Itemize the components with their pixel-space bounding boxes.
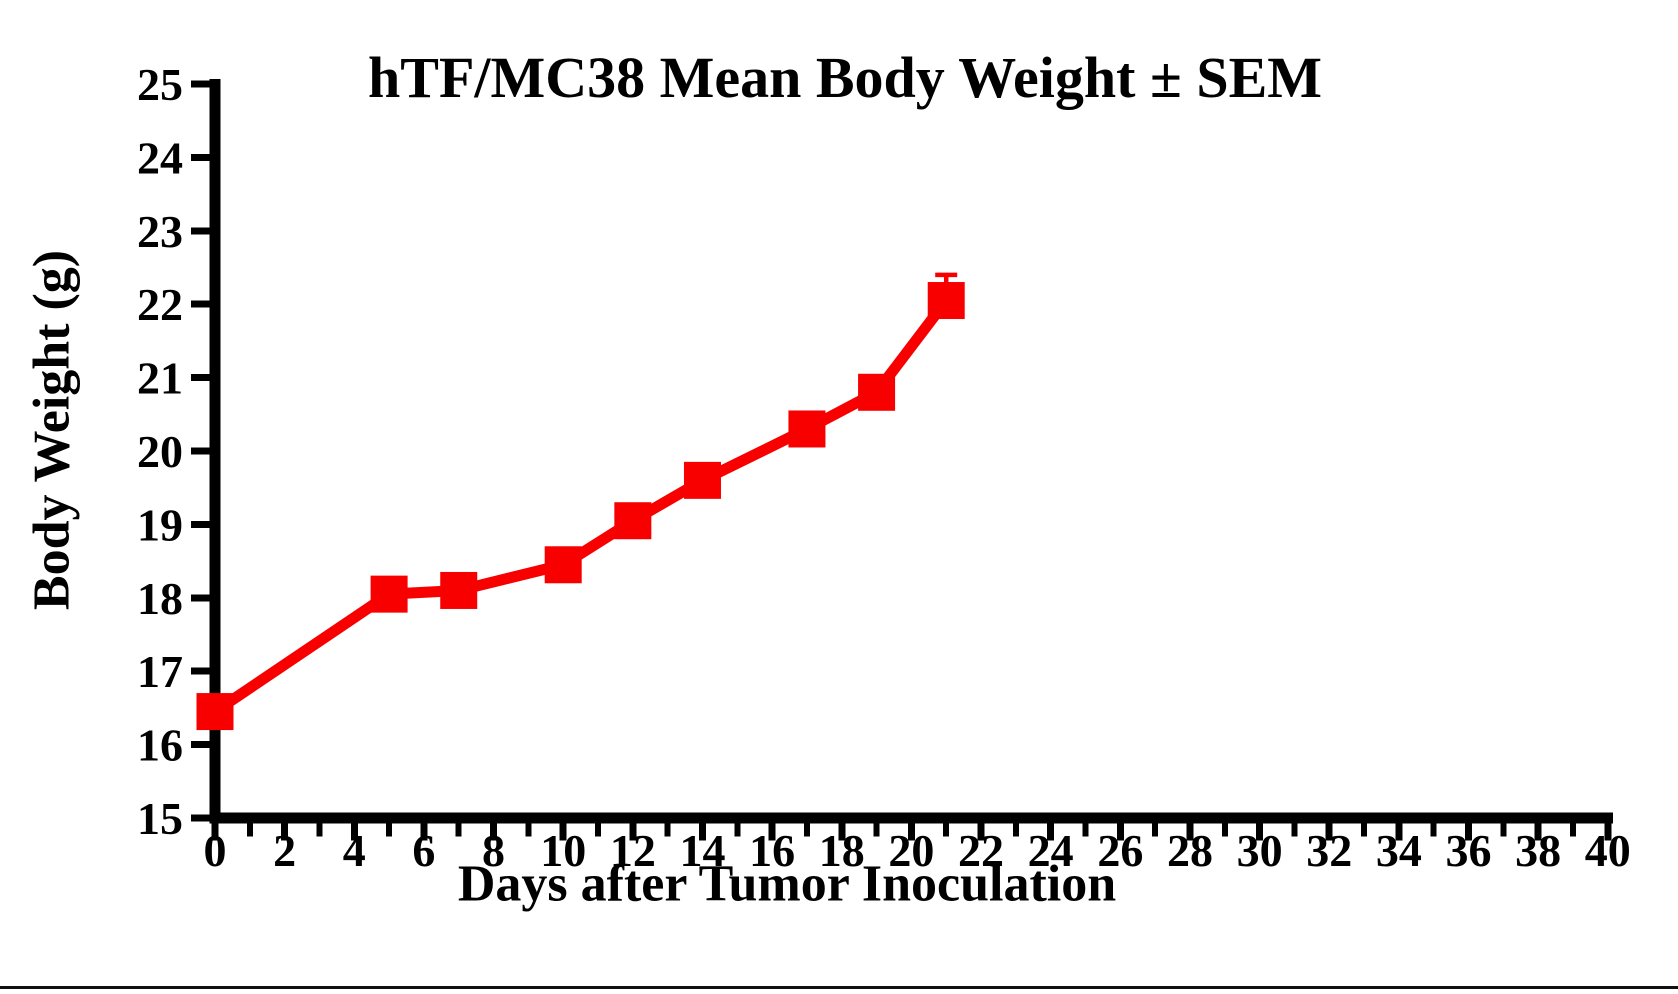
x-tick-label: 14 xyxy=(679,825,725,876)
data-point-marker xyxy=(683,461,721,499)
x-tick-label: 32 xyxy=(1306,825,1352,876)
x-tick-label: 40 xyxy=(1585,825,1631,876)
data-point-marker xyxy=(858,373,896,411)
x-tick-label: 0 xyxy=(204,825,227,876)
x-tick-label: 10 xyxy=(540,825,586,876)
y-tick-label: 15 xyxy=(137,793,183,844)
y-tick-label: 17 xyxy=(137,646,183,697)
y-tick-label: 16 xyxy=(137,720,183,771)
x-tick-label: 4 xyxy=(343,825,366,876)
x-tick-label: 18 xyxy=(819,825,865,876)
x-tick-label: 20 xyxy=(888,825,934,876)
data-point-marker xyxy=(440,571,478,609)
data-point-marker xyxy=(544,546,582,584)
x-tick-label: 38 xyxy=(1515,825,1561,876)
x-tick-label: 16 xyxy=(749,825,795,876)
series-line xyxy=(211,297,951,717)
data-point-marker xyxy=(788,410,826,448)
x-tick-label: 24 xyxy=(1028,825,1074,876)
data-point-marker xyxy=(370,575,408,613)
x-tick-label: 22 xyxy=(958,825,1004,876)
chart-title: hTF/MC38 Mean Body Weight ± SEM xyxy=(368,45,1322,110)
y-tick-label: 25 xyxy=(137,59,183,110)
x-tick-label: 26 xyxy=(1097,825,1143,876)
x-tick-label: 36 xyxy=(1446,825,1492,876)
x-tick-label: 6 xyxy=(412,825,435,876)
x-tick-label: 12 xyxy=(610,825,656,876)
x-tick-label: 2 xyxy=(273,825,296,876)
data-point-marker xyxy=(927,282,965,320)
data-point-marker xyxy=(196,693,234,731)
x-axis-label: Days after Tumor Inoculation xyxy=(457,855,1117,913)
y-tick-label: 19 xyxy=(137,499,183,550)
y-tick-label: 21 xyxy=(137,353,183,404)
data-point-marker xyxy=(614,502,652,540)
x-tick-label: 30 xyxy=(1237,825,1283,876)
y-tick-label: 24 xyxy=(137,132,183,183)
y-tick-label: 20 xyxy=(137,426,183,477)
x-tick-label: 34 xyxy=(1376,825,1422,876)
bottom-border-line xyxy=(0,986,1678,989)
y-tick-label: 22 xyxy=(137,279,183,330)
y-tick-label: 18 xyxy=(137,573,183,624)
x-tick-label: 28 xyxy=(1167,825,1213,876)
y-tick-label: 23 xyxy=(137,206,183,257)
x-tick-label: 8 xyxy=(482,825,505,876)
